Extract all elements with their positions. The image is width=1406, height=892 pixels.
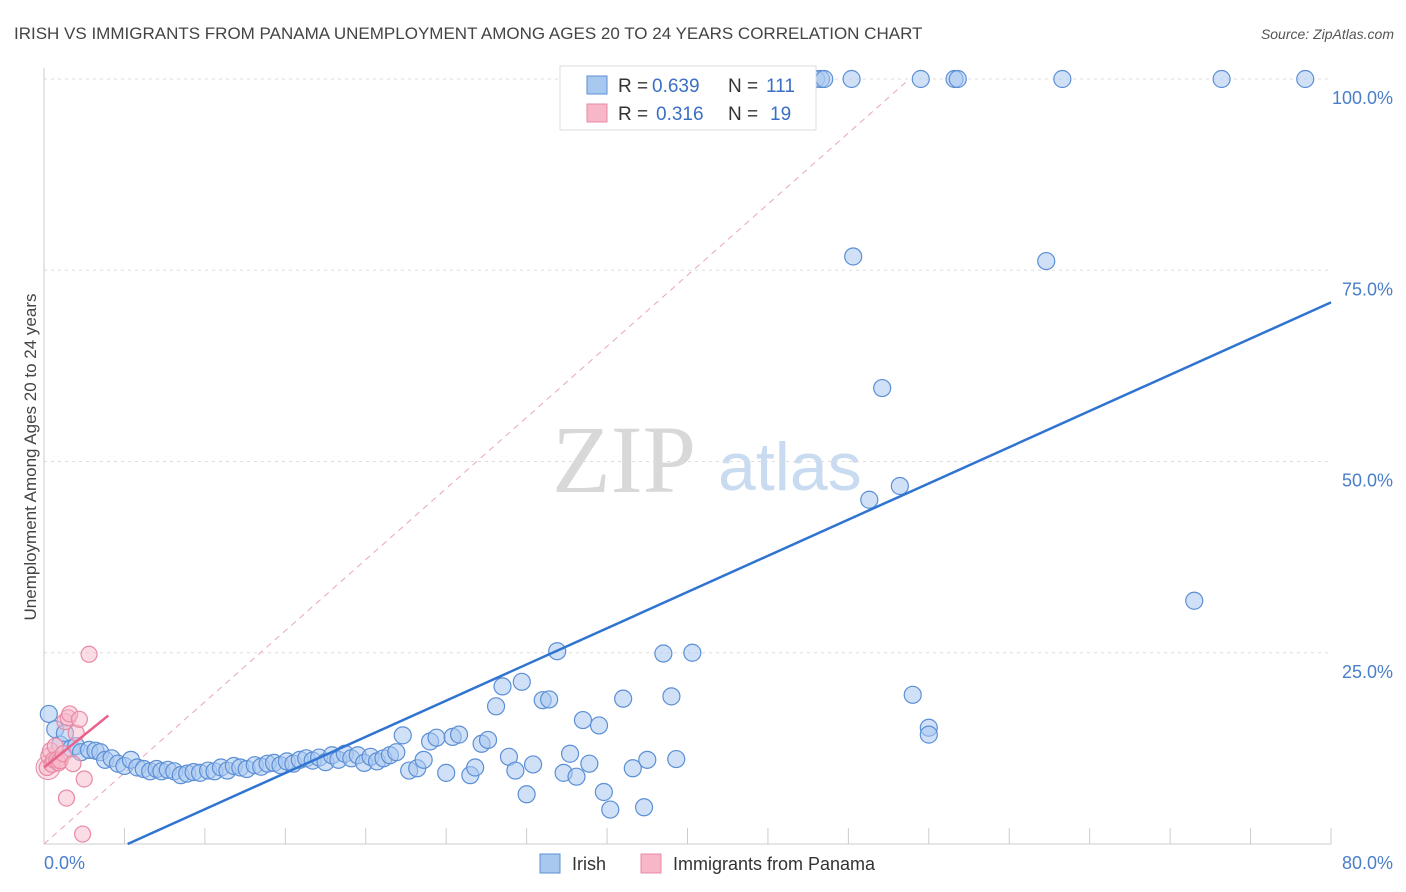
irish-point-69 (486, 697, 506, 716)
irish-point-107 (873, 378, 892, 398)
chart-title: IRISH VS IMMIGRANTS FROM PANAMA UNEMPLOY… (14, 24, 922, 43)
irish-point-64 (449, 725, 469, 744)
legend-irish-r-label: R = (618, 76, 648, 97)
irish-point-62 (437, 763, 456, 782)
legend-irish-r-value: 0.639 (652, 76, 700, 97)
irish-point-108 (860, 490, 879, 509)
reference-line (43, 78, 910, 845)
trend-lines (43, 301, 1332, 846)
grid-lines (44, 78, 1331, 654)
y-tick-label-2: 75.0% (1342, 279, 1393, 299)
panama-points (35, 645, 98, 843)
x-tick-label-min: 0.0% (44, 853, 85, 873)
irish-point-68 (478, 730, 498, 750)
x-tick-label-max: 80.0% (1342, 853, 1393, 873)
irish-point-88 (623, 759, 642, 778)
irish-point-59 (414, 750, 433, 769)
irish-trend-line (127, 301, 1332, 846)
irish-point-111 (903, 685, 922, 704)
panama-point-13 (64, 755, 82, 773)
irish-point-56 (393, 726, 412, 745)
source-label: Source: ZipAtlas.com (1261, 26, 1394, 42)
irish-point-113 (919, 725, 938, 744)
irish-point-102 (1053, 69, 1072, 89)
correlation-legend: R = 0.639 N = 111 R = 0.316 N = 19 (559, 65, 817, 131)
irish-point-81 (567, 767, 586, 786)
panama-point-16 (75, 770, 93, 788)
irish-point-99 (911, 69, 930, 89)
y-axis-label: Unemployment Among Ages 20 to 24 years (21, 294, 40, 621)
y-tick-labels: 25.0% 50.0% 75.0% 100.0% (1332, 88, 1393, 682)
irish-point-110 (1185, 591, 1204, 610)
panama-point-17 (57, 789, 76, 807)
legend-panama-swatch (586, 103, 608, 123)
irish-point-80 (560, 744, 580, 763)
y-tick-label-1: 50.0% (1342, 471, 1393, 491)
bottom-legend-panama-swatch (640, 853, 662, 874)
legend-irish-swatch (586, 75, 608, 95)
irish-point-70 (493, 677, 512, 696)
irish-point-82 (573, 710, 593, 730)
legend-irish-n-label: N = (728, 76, 758, 97)
watermark: ZIP atlas (552, 406, 862, 513)
irish-points (39, 69, 1315, 819)
watermark-atlas: atlas (718, 429, 862, 505)
irish-point-0 (39, 704, 58, 724)
irish-point-66 (466, 758, 485, 777)
irish-point-72 (506, 761, 525, 780)
panama-trend-line (43, 714, 110, 769)
x-tick-labels: 0.0% 80.0% (44, 853, 1393, 873)
irish-point-75 (523, 755, 543, 774)
series-legend: Irish Immigrants from Panama (539, 853, 876, 874)
irish-point-73 (512, 672, 531, 691)
irish-point-87 (614, 689, 633, 708)
irish-point-61 (427, 728, 446, 747)
irish-point-98 (842, 69, 861, 89)
legend-panama-r-value: 0.316 (656, 104, 704, 125)
irish-point-91 (654, 644, 673, 663)
irish-point-92 (662, 687, 681, 706)
irish-point-101 (948, 69, 967, 89)
legend-panama-n-value: 19 (770, 104, 791, 125)
irish-point-85 (594, 782, 613, 802)
irish-point-55 (387, 743, 406, 762)
bottom-legend-irish-swatch (539, 853, 561, 874)
bottom-legend-irish-label: Irish (572, 854, 606, 874)
legend-irish-n-value: 111 (766, 76, 795, 97)
irish-point-103 (1212, 69, 1231, 89)
irish-point-104 (1296, 69, 1315, 89)
irish-point-84 (589, 716, 609, 735)
panama-point-19 (74, 825, 92, 843)
panama-point-18 (80, 645, 98, 663)
irish-point-97 (815, 69, 834, 89)
irish-point-93 (667, 749, 686, 769)
irish-point-90 (634, 798, 654, 817)
irish-point-94 (683, 643, 702, 662)
legend-panama-n-label: N = (728, 104, 758, 125)
y-tick-label-0: 25.0% (1342, 662, 1393, 682)
irish-point-89 (638, 750, 657, 769)
irish-point-86 (601, 800, 620, 819)
irish-point-105 (844, 247, 863, 266)
panama-point-15 (70, 710, 88, 728)
irish-point-83 (580, 754, 599, 773)
watermark-zip: ZIP (552, 406, 696, 513)
irish-point-74 (517, 785, 536, 804)
irish-point-77 (540, 690, 559, 709)
bottom-legend-panama-label: Immigrants from Panama (673, 854, 876, 874)
irish-point-106 (1037, 251, 1056, 271)
reference-diagonal-line (43, 78, 910, 845)
legend-panama-r-label: R = (618, 104, 648, 125)
y-tick-label-3: 100.0% (1332, 88, 1393, 108)
irish-point-109 (890, 476, 909, 496)
